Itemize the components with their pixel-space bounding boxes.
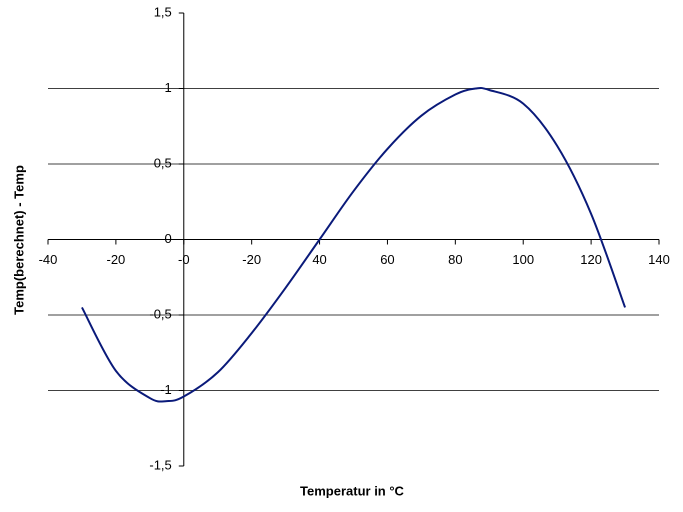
y-tick-label: 1,5 (154, 4, 172, 19)
x-tick-label: -20 (242, 252, 261, 267)
x-tick-label: -20 (106, 252, 125, 267)
y-tick-label: -1,5 (149, 457, 171, 472)
x-tick-label: 120 (580, 252, 602, 267)
x-axis-title: Temperatur in °C (300, 483, 405, 498)
x-tick-label: 60 (380, 252, 394, 267)
y-axis-title: Temp(berechnet) - Temp (11, 165, 26, 315)
x-tick-label: 40 (312, 252, 326, 267)
data-line (81, 86, 626, 403)
y-tick-label: 0 (165, 231, 172, 246)
x-tick-label: 140 (648, 252, 670, 267)
x-tick-label: -40 (39, 252, 58, 267)
y-tick-label: 1 (165, 80, 172, 95)
y-tick-label: 0,5 (154, 155, 172, 170)
x-tick-label: 100 (512, 252, 534, 267)
y-tick-label: -1 (160, 382, 172, 397)
x-tick-label: 80 (448, 252, 462, 267)
y-tick-label: -0,5 (149, 306, 171, 321)
